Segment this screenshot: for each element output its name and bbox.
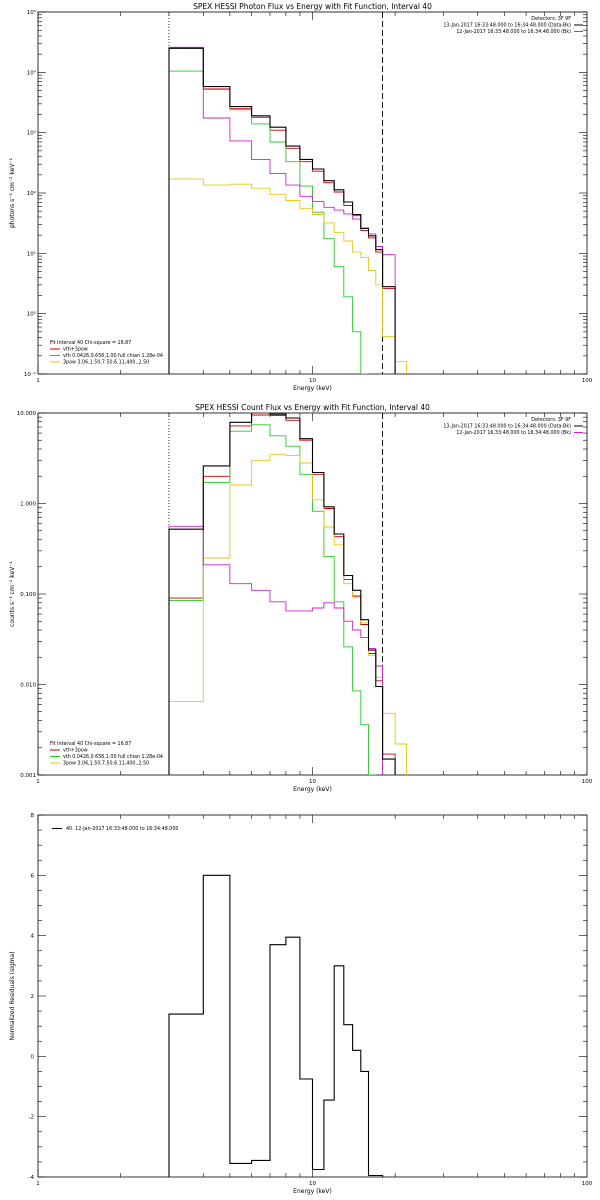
y-axis-title: photons s⁻¹ cm⁻² keV⁻¹ <box>9 157 16 228</box>
series-line-vth <box>168 424 376 775</box>
series-line-bk <box>168 46 396 374</box>
y-axis: -4 -2 0 2 4 6 8 Normalized Residuals (sigma) <box>9 813 587 1181</box>
residuals-panel: 1 10 100 Energy (keV) -4 -2 0 2 4 6 8 Normalized Re… <box>9 813 593 1195</box>
x-tick-label: 100 <box>582 378 593 384</box>
y-tick-label: 4 <box>31 934 35 940</box>
x-axis: 1 10 100 Energy (keV) <box>36 12 593 392</box>
y-tick-label: 10⁴ <box>27 69 37 76</box>
series-line-data <box>168 874 384 1177</box>
legend-header: Fit Interval 40 Chi-square = 16.87 <box>50 340 131 346</box>
y-tick-label: 10⁵ <box>27 9 36 16</box>
y-axis-title: Normalized Residuals (sigma) <box>9 951 16 1040</box>
y-tick-label: 0.010 <box>20 683 36 689</box>
y-axis: 10⁻¹ 10⁰ 10¹ 10² 10³ 10⁴ 10⁵ photons s⁻¹ cm⁻² k… <box>9 9 587 378</box>
y-tick-label: 10⁻¹ <box>24 371 36 378</box>
info-line: 13-Jan-2017 16:33:48.000 to 16:34:48.000… <box>443 23 571 29</box>
photon-flux-panel: 1 10 100 Energy (keV) 10⁻¹ 10⁰ 10¹ 10² 10³ 10⁴ 10⁵… <box>9 2 593 392</box>
y-tick-label: 2 <box>31 994 35 1000</box>
series-line-pow <box>168 178 407 374</box>
legend-entry: 3pow 3.06,1.50,7.50,6.11,400.,2.50 <box>63 761 149 767</box>
series-group <box>168 46 407 374</box>
y-tick-label: 0.001 <box>20 773 36 779</box>
x-tick-label: 1 <box>36 378 40 384</box>
series-line-pow <box>168 453 407 775</box>
info-line: Detectors: 3F 9F <box>531 16 571 22</box>
series-line-vth <box>168 70 369 374</box>
x-axis-title: Energy (keV) <box>293 786 332 793</box>
y-axis: 0.001 0.010 0.100 1.000 10.000 counts s⁻¹ cm⁻… <box>9 411 587 779</box>
info-line: 12-Jan-2017 16:33:48.000 to 16:34:48.000… <box>456 29 571 35</box>
info-line: Detectors: 3F 9F <box>531 417 571 423</box>
y-tick-label: 1.000 <box>20 502 36 508</box>
legend-entry: vth+3pow <box>63 347 88 353</box>
legend-entry: vth 0.0426,0.656,1.00 full chian 1.28e-0… <box>63 754 163 760</box>
y-tick-label: 0 <box>31 1054 35 1060</box>
x-axis-title: Energy (keV) <box>293 385 332 392</box>
series-line-data <box>168 413 396 775</box>
y-tick-label: 10⁰ <box>27 311 37 318</box>
x-axis: 1 10 100 Energy (keV) <box>36 413 593 793</box>
y-axis-title: counts s⁻¹ cm⁻² keV⁻¹ <box>9 561 16 627</box>
y-tick-label: 10² <box>27 190 36 197</box>
legend: 40. 12-Jan-2017 16:33:48.000 to 16:34:48… <box>52 826 178 832</box>
series-line-bk <box>168 525 384 775</box>
x-axis-title: Energy (keV) <box>293 1188 332 1195</box>
legend-entry: vth 0.0426,0.656,1.00 full chian 1.28e-0… <box>63 353 163 359</box>
info-line: 12-Jan-2017 16:33:48.000 to 16:34:48.000… <box>456 430 571 436</box>
legend-entry: 3pow 3.06,1.50,7.50,6.11,400.,2.50 <box>63 360 149 366</box>
chart-title: SPEX HESSI Photon Flux vs Energy with Fi… <box>193 2 432 11</box>
legend: Fit Interval 40 Chi-square = 16.87vth+3p… <box>50 340 163 366</box>
x-axis: 1 10 100 Energy (keV) <box>36 815 593 1195</box>
x-tick-label: 1 <box>36 779 40 785</box>
count-flux-panel: 1 10 100 Energy (keV) 0.001 0.010 0.100 1.000 10… <box>9 403 593 793</box>
y-tick-label: 6 <box>31 873 35 879</box>
y-tick-label: 10¹ <box>27 250 36 257</box>
x-tick-label: 100 <box>582 779 593 785</box>
legend-entry: 40. 12-Jan-2017 16:33:48.000 to 16:34:48… <box>66 826 178 832</box>
y-tick-label: 0.100 <box>20 592 36 598</box>
series-group <box>168 413 407 775</box>
y-tick-label: -2 <box>29 1115 34 1121</box>
y-tick-label: 8 <box>31 813 35 819</box>
legend-entry: vth+3pow <box>63 748 88 754</box>
x-tick-label: 10 <box>309 779 316 785</box>
x-tick-label: 1 <box>36 1181 40 1187</box>
legend: Fit Interval 40 Chi-square = 16.87vth+3p… <box>50 741 163 767</box>
legend-header: Fit Interval 40 Chi-square = 16.87 <box>50 741 131 747</box>
y-tick-label: 10³ <box>27 130 36 137</box>
y-tick-label: -4 <box>29 1175 35 1181</box>
x-tick-label: 10 <box>309 1181 316 1187</box>
series-line-data <box>168 47 396 374</box>
info-line: 13-Jan-2017 16:33:48.000 to 16:34:48.000… <box>443 424 571 430</box>
x-tick-label: 10 <box>309 378 316 384</box>
y-tick-label: 10.000 <box>17 411 37 417</box>
series-group <box>168 874 384 1177</box>
x-tick-label: 100 <box>582 1181 593 1187</box>
chart-title: SPEX HESSI Count Flux vs Energy with Fit… <box>195 403 430 412</box>
